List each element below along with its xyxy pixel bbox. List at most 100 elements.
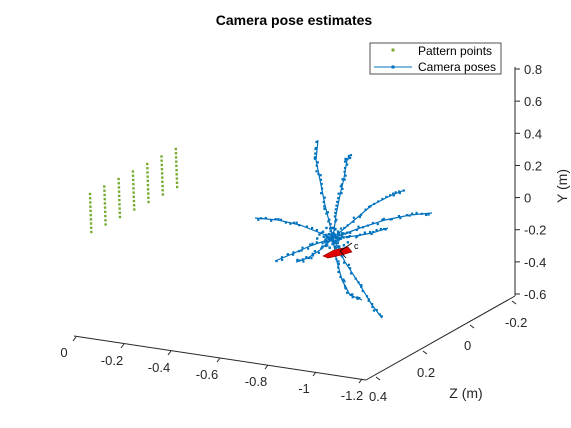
camera-pose-point: [315, 140, 318, 144]
camera-pose-point: [390, 218, 393, 221]
camera-pose-point: [342, 244, 346, 247]
camera-pose-point: [342, 261, 346, 264]
camera-pose-point: [315, 241, 318, 244]
camera-pose-point: [333, 245, 337, 248]
legend-box: [369, 42, 502, 75]
camera-pose-point: [328, 218, 331, 221]
camera-pose-point: [311, 254, 314, 257]
pattern-point: [89, 201, 92, 204]
camera-pose-point: [298, 224, 301, 227]
pattern-point: [103, 185, 106, 188]
camera-pose-point: [364, 208, 367, 211]
camera-pose-point: [371, 302, 374, 306]
pattern-point: [160, 155, 163, 158]
camera-pose-point: [330, 239, 334, 242]
camera-pose-point: [341, 187, 344, 190]
pattern-point: [160, 172, 164, 175]
camera-pose-point: [348, 235, 351, 238]
pattern-point: [147, 196, 150, 199]
camera-pose-point: [392, 192, 395, 195]
camera-pose-point: [316, 161, 319, 164]
camera-pose-point: [367, 299, 370, 302]
camera-pose-point: [320, 187, 324, 190]
pattern-point: [174, 147, 177, 151]
y-tick-label: 0.6: [524, 94, 542, 109]
camera-pose-point: [381, 197, 384, 201]
camera-pose-point: [377, 200, 380, 203]
camera-pose-point: [349, 154, 353, 157]
camera-pose-point: [357, 281, 360, 284]
pattern-point: [104, 210, 107, 214]
camera-pose-point: [324, 241, 327, 244]
camera-pose-point: [397, 214, 401, 218]
camera-pose-point: [323, 205, 326, 208]
camera-pose-point: [408, 214, 411, 217]
camera-pose-point: [329, 222, 332, 226]
camera-pose-point: [361, 289, 364, 293]
camera-pose-point: [346, 224, 349, 227]
camera-pose-point: [358, 215, 362, 219]
camera-pose-point: [310, 257, 313, 260]
camera-pose-point: [307, 256, 310, 260]
pattern-point: [132, 204, 136, 207]
camera-pose-point: [326, 211, 330, 214]
camera-pose-point: [330, 233, 333, 236]
camera-pose-point: [306, 247, 310, 250]
z-tick-label: -0.2: [505, 315, 527, 330]
camera-pose-point: [351, 293, 354, 296]
camera-pose-point: [330, 226, 333, 230]
camera-pose-path: [332, 189, 406, 239]
camera-pose-point: [301, 258, 304, 261]
camera-pose-point: [336, 232, 339, 236]
camera-pose-point: [373, 202, 376, 206]
camera-pose-point: [321, 230, 325, 234]
camera-pose-point: [335, 257, 338, 261]
x-tick-mark: [312, 371, 317, 377]
x-tick-mark: [72, 336, 77, 342]
camera-pose-point: [313, 156, 317, 159]
camera-pose-point: [347, 263, 350, 266]
camera-pose-point: [319, 174, 322, 177]
camera-pose-point: [370, 232, 373, 236]
pattern-point: [161, 176, 164, 179]
camera-pose-point: [340, 183, 343, 186]
camera-pose-point: [378, 313, 381, 316]
camera-pose-point: [369, 205, 372, 208]
camera-pose-point: [382, 217, 385, 220]
camera-pose-point: [360, 213, 363, 216]
pattern-point: [161, 193, 165, 196]
camera-pose-point: [327, 232, 331, 236]
camera-pose-point: [328, 227, 332, 230]
pattern-point: [117, 186, 121, 189]
legend-entry-camera-poses: Camera poses: [418, 60, 496, 74]
camera-pose-point: [326, 240, 330, 244]
pattern-point: [146, 175, 149, 178]
camera-pose-point: [337, 192, 340, 195]
pattern-point: [103, 197, 106, 201]
pattern-point: [161, 184, 164, 188]
pattern-point: [90, 226, 93, 229]
camera-pose-point: [368, 230, 372, 234]
camera-pose-point: [334, 239, 338, 242]
pattern-point: [147, 192, 150, 195]
camera-pose-point: [345, 158, 348, 161]
camera-pose-point: [337, 197, 340, 200]
camera-pose-point: [354, 277, 357, 280]
camera-pose-point: [337, 239, 340, 242]
z-tick-mark: [511, 300, 517, 305]
camera-pose-point: [379, 227, 382, 231]
camera-pose-point: [270, 219, 273, 222]
x-ticks: 0 -0.2 -0.4 -0.6 -0.8 -1 -1.2: [60, 336, 363, 403]
camera-pose-point: [346, 158, 349, 161]
z-tick-mark: [469, 324, 475, 329]
pattern-point: [175, 164, 178, 168]
x-tick-label: 0: [60, 345, 67, 360]
camera-pose-point: [332, 231, 335, 235]
pattern-point: [146, 179, 149, 183]
camera-pose-point: [346, 291, 349, 294]
camera-pose-point: [337, 262, 340, 266]
camera-pose-point: [349, 231, 352, 234]
camera-pose-point: [372, 309, 376, 312]
camera-pose-point: [344, 174, 347, 177]
camera-pose-point: [298, 259, 301, 262]
